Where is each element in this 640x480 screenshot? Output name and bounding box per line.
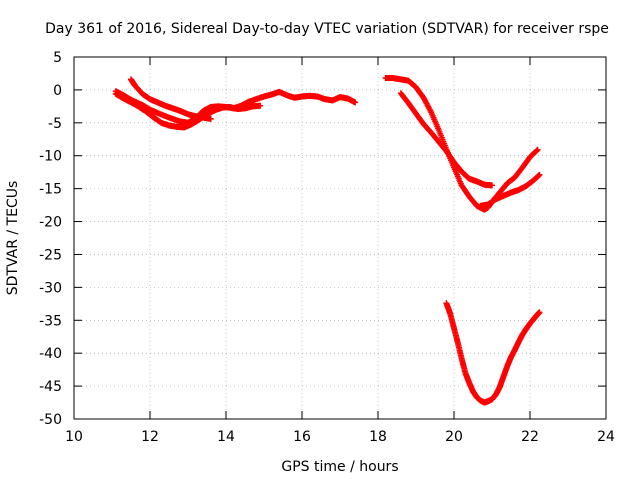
x-tick-label: 22 (521, 429, 539, 445)
data-point-trace (536, 309, 543, 316)
y-tick-label: 5 (53, 50, 62, 66)
data-point-trace (464, 191, 471, 198)
y-tick-label: -25 (39, 247, 62, 263)
chart-title: Day 361 of 2016, Sidereal Day-to-day VTE… (45, 21, 609, 37)
y-tick-label: -10 (39, 149, 62, 165)
series-4 (397, 90, 495, 189)
series-5 (477, 171, 543, 209)
data-point-trace (517, 166, 524, 173)
y-tick-label: 0 (53, 83, 62, 99)
x-tick-label: 18 (369, 429, 387, 445)
y-tick-label: -50 (39, 412, 62, 428)
data-point-trace (403, 98, 410, 105)
y-axis-label: SDTVAR / TECUs (5, 181, 21, 296)
data-point-trace (535, 172, 542, 179)
series-2 (128, 76, 214, 122)
data-point-trace (435, 125, 442, 132)
series-1 (112, 90, 264, 131)
series-6 (443, 300, 543, 406)
data-point-trace (411, 108, 418, 115)
data-point-trace (533, 147, 540, 154)
x-tick-label: 16 (293, 429, 311, 445)
data-point-trace (140, 107, 147, 114)
y-tick-label: -20 (39, 215, 62, 231)
y-tick-label: -30 (39, 280, 62, 296)
tick-layer (73, 56, 607, 420)
y-tick-label: -15 (39, 182, 62, 198)
x-tick-label: 14 (217, 429, 235, 445)
tick-label-layer: 10 12 14 16 18 20 22 24 5 0 -5 -10 -15 -20 -25 -30 -35 -4… (39, 50, 615, 445)
x-tick-label: 12 (141, 429, 159, 445)
series-0 (112, 88, 359, 126)
x-tick-label: 24 (597, 429, 615, 445)
data-layer (112, 75, 543, 406)
data-point-trace (419, 92, 426, 99)
x-axis-label: GPS time / hours (281, 459, 398, 475)
data-point-trace (449, 157, 456, 164)
data-point-trace (450, 323, 457, 330)
series-3 (382, 75, 541, 213)
y-tick-label: -35 (39, 313, 62, 329)
y-tick-label: -45 (39, 379, 62, 395)
y-tick-label: -40 (39, 346, 62, 362)
plot-frame (73, 56, 607, 420)
x-tick-label: 10 (65, 429, 83, 445)
y-tick-label: -5 (48, 116, 62, 132)
data-point-trace (533, 148, 540, 155)
data-point-trace (427, 107, 434, 114)
data-point-trace (488, 182, 495, 189)
data-point-trace (351, 99, 358, 106)
data-point-trace (458, 353, 465, 360)
x-tick-label: 20 (445, 429, 463, 445)
data-point-trace (207, 115, 214, 122)
data-point-trace (454, 338, 461, 345)
data-point-trace (256, 102, 263, 109)
